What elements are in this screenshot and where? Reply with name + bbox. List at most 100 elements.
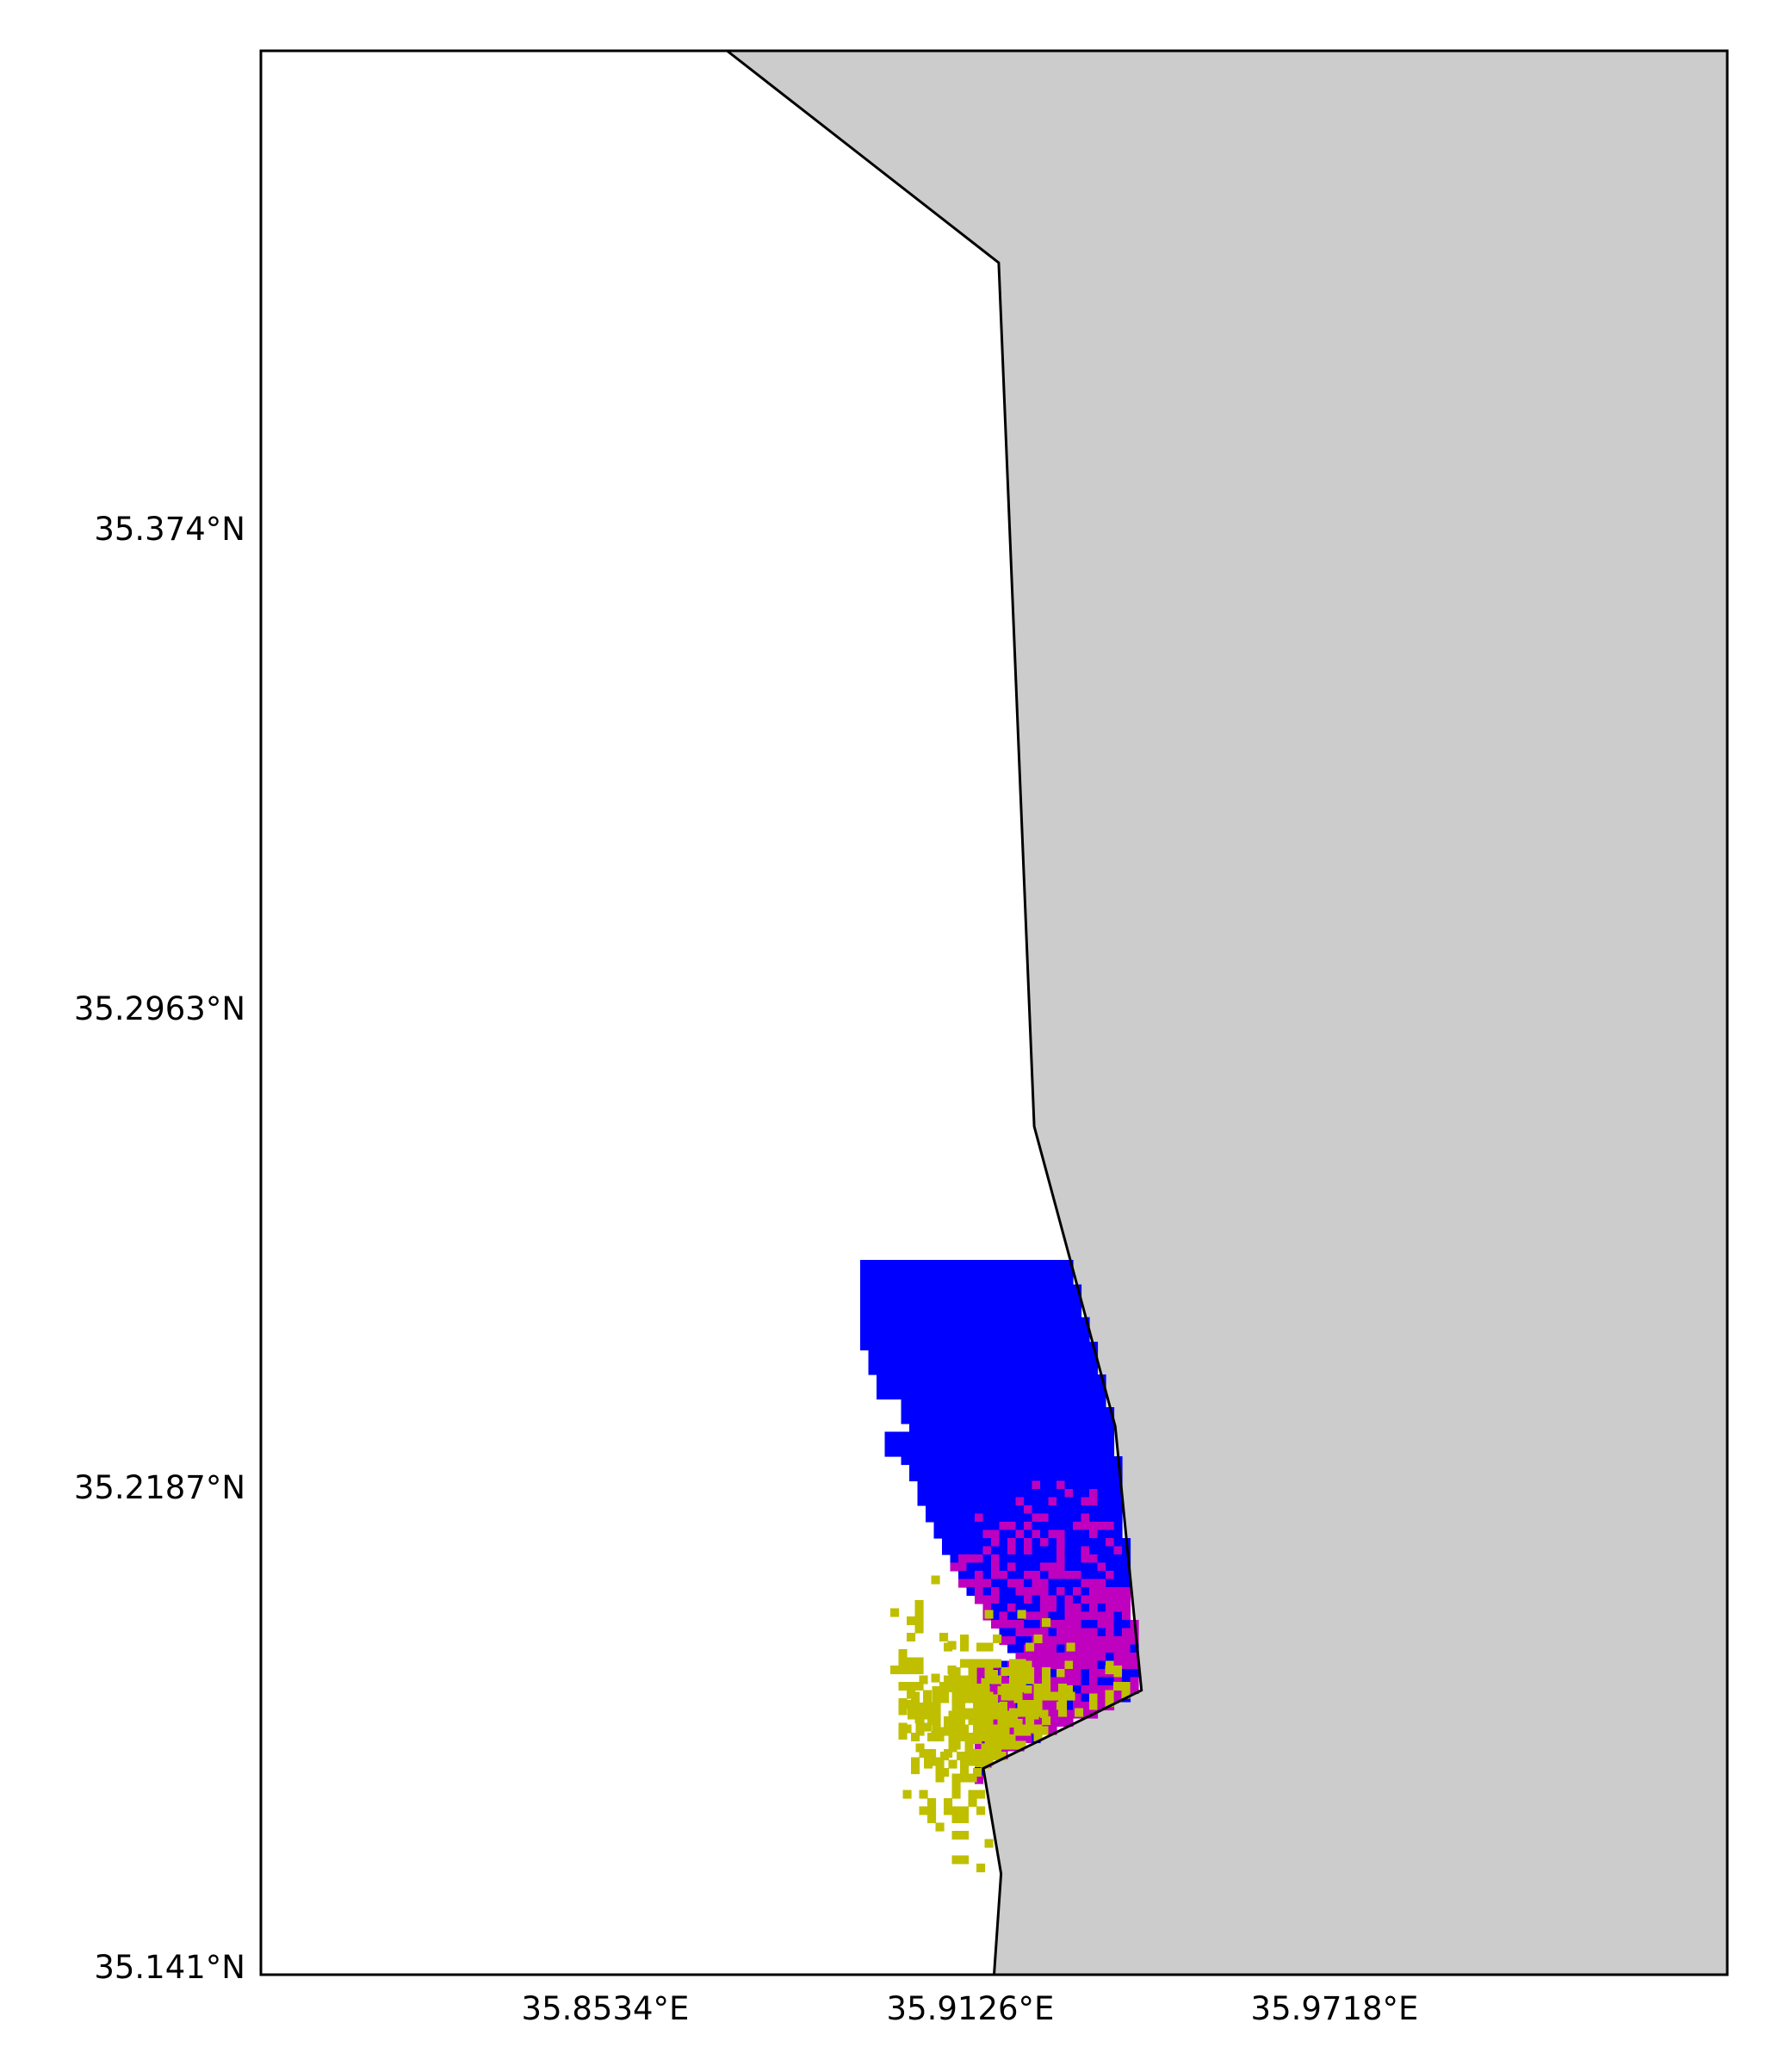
classification-pixel — [1106, 1473, 1115, 1482]
classification-pixel — [950, 1448, 959, 1457]
classification-pixel — [942, 1538, 951, 1548]
classification-pixel — [917, 1276, 926, 1286]
classification-pixel — [1007, 1571, 1017, 1580]
classification-pixel — [966, 1333, 976, 1343]
classification-pixel — [909, 1473, 919, 1482]
classification-pixel — [1097, 1636, 1106, 1646]
classification-pixel — [982, 1431, 992, 1441]
classification-pixel — [917, 1342, 926, 1351]
classification-pixel — [991, 1268, 1001, 1277]
classification-pixel — [1040, 1579, 1050, 1588]
classification-pixel — [950, 1342, 959, 1351]
classification-pixel — [1097, 1382, 1106, 1392]
classification-pixel — [982, 1595, 992, 1604]
classification-pixel — [975, 1562, 984, 1572]
classification-pixel — [958, 1342, 968, 1351]
classification-pixel — [1040, 1554, 1050, 1564]
classification-pixel — [1122, 1579, 1131, 1588]
classification-pixel — [901, 1391, 910, 1400]
classification-pixel — [975, 1579, 984, 1588]
classification-pixel — [893, 1284, 902, 1293]
classification-pixel — [1040, 1456, 1050, 1466]
classification-pixel — [1048, 1653, 1057, 1662]
classification-pixel — [868, 1284, 877, 1293]
classification-pixel — [877, 1276, 886, 1286]
classification-pixel — [1064, 1440, 1074, 1449]
classification-pixel — [1113, 1546, 1123, 1555]
classification-pixel — [948, 1727, 957, 1736]
classification-pixel — [1106, 1489, 1115, 1498]
classification-pixel — [1057, 1342, 1066, 1351]
classification-pixel — [1048, 1611, 1057, 1621]
classification-pixel — [991, 1349, 1001, 1359]
classification-pixel — [860, 1276, 870, 1286]
classification-pixel — [993, 1659, 1002, 1668]
classification-pixel — [1064, 1562, 1074, 1572]
classification-pixel — [951, 1700, 961, 1709]
classification-pixel — [1032, 1562, 1041, 1572]
classification-pixel — [991, 1456, 1001, 1466]
classification-pixel — [890, 1666, 900, 1675]
classification-pixel — [1057, 1293, 1066, 1302]
classification-pixel — [1048, 1333, 1057, 1343]
classification-pixel — [901, 1293, 910, 1302]
classification-pixel — [1032, 1513, 1041, 1523]
classification-pixel — [893, 1349, 902, 1359]
classification-pixel — [950, 1554, 959, 1564]
classification-pixel — [932, 1719, 941, 1728]
classification-pixel — [868, 1325, 877, 1335]
classification-pixel — [966, 1497, 976, 1506]
classification-pixel — [1032, 1538, 1041, 1548]
classification-pixel — [968, 1757, 977, 1766]
classification-pixel — [1073, 1440, 1082, 1449]
classification-pixel — [1007, 1284, 1017, 1293]
classification-pixel — [944, 1806, 953, 1815]
classification-pixel — [999, 1562, 1008, 1572]
classification-pixel — [993, 1740, 1002, 1750]
classification-pixel — [968, 1667, 977, 1677]
classification-pixel — [1073, 1489, 1082, 1498]
classification-pixel — [960, 1675, 970, 1684]
classification-pixel — [991, 1529, 1001, 1539]
classification-pixel — [1113, 1693, 1123, 1703]
classification-pixel — [1073, 1595, 1082, 1604]
classification-pixel-layer — [860, 1260, 1139, 1873]
classification-pixel — [909, 1276, 919, 1286]
classification-pixel — [975, 1473, 984, 1482]
classification-pixel — [991, 1505, 1001, 1515]
classification-pixel — [989, 1710, 999, 1720]
classification-pixel — [1032, 1268, 1041, 1277]
classification-pixel — [1081, 1562, 1090, 1572]
classification-pixel — [1040, 1268, 1050, 1277]
classification-pixel — [1007, 1293, 1017, 1302]
classification-pixel — [1122, 1669, 1131, 1678]
classification-pixel — [1007, 1276, 1017, 1286]
classification-pixel — [958, 1268, 968, 1277]
classification-pixel — [926, 1497, 935, 1506]
classification-pixel — [1048, 1431, 1057, 1441]
classification-pixel — [1097, 1595, 1106, 1604]
classification-pixel — [966, 1480, 976, 1490]
classification-pixel — [898, 1666, 908, 1675]
classification-pixel — [1032, 1325, 1041, 1335]
classification-pixel — [984, 1839, 994, 1848]
classification-pixel — [1040, 1276, 1050, 1286]
classification-pixel — [926, 1391, 935, 1400]
classification-pixel — [933, 1333, 943, 1343]
classification-pixel — [1048, 1440, 1057, 1449]
classification-pixel — [976, 1659, 986, 1668]
classification-pixel — [1057, 1579, 1066, 1588]
classification-pixel — [933, 1431, 943, 1441]
classification-pixel — [877, 1268, 886, 1277]
classification-pixel — [1064, 1718, 1074, 1728]
classification-pixel — [975, 1529, 984, 1539]
classification-pixel — [991, 1284, 1001, 1293]
classification-pixel — [1024, 1431, 1033, 1441]
classification-pixel — [917, 1464, 926, 1473]
classification-pixel — [868, 1366, 877, 1375]
classification-pixel — [1064, 1293, 1074, 1302]
classification-pixel — [1007, 1513, 1017, 1523]
classification-pixel — [982, 1440, 992, 1449]
classification-pixel — [1064, 1480, 1074, 1490]
classification-pixel — [1024, 1473, 1033, 1482]
